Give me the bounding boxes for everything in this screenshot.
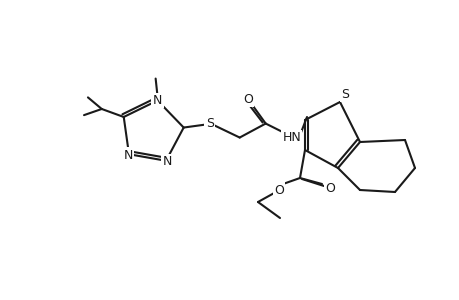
Text: HN: HN	[282, 131, 300, 144]
Text: N: N	[123, 149, 132, 162]
Text: S: S	[340, 88, 348, 100]
Text: N: N	[162, 155, 171, 168]
Text: O: O	[274, 184, 283, 196]
Text: O: O	[242, 93, 252, 106]
Text: N: N	[152, 94, 162, 107]
Text: O: O	[325, 182, 334, 196]
Text: S: S	[205, 117, 213, 130]
